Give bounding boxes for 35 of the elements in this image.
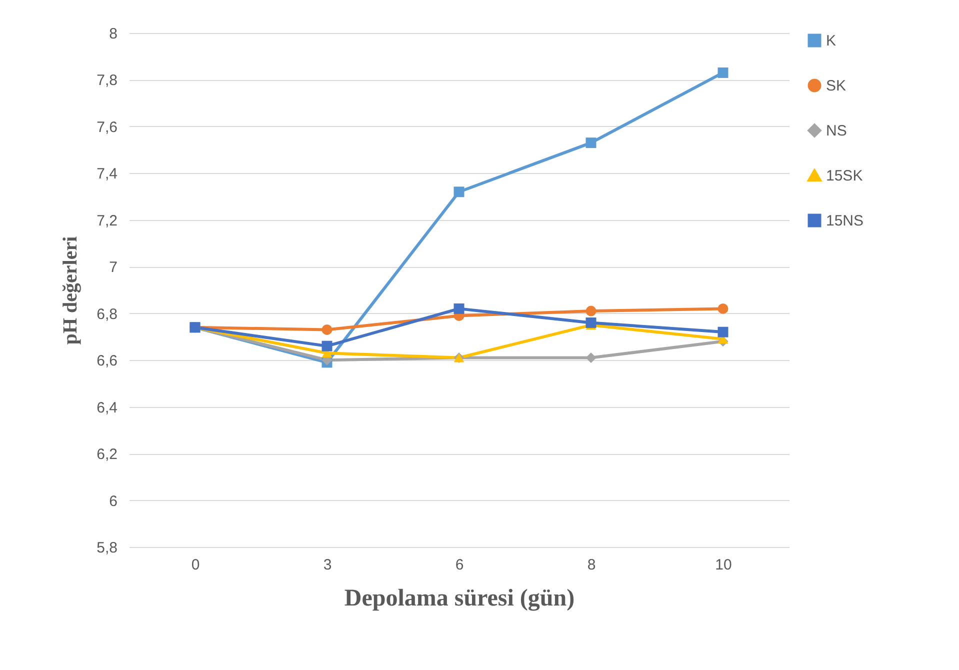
legend-label: SK	[826, 78, 846, 94]
y-tick-label: 7,4	[96, 166, 118, 183]
y-tick-label: 5,8	[96, 540, 118, 556]
x-axis-title: Depolama süresi (gün)	[344, 586, 575, 612]
point	[586, 138, 596, 148]
legend-label: 15NS	[826, 212, 864, 230]
point	[322, 324, 332, 335]
y-tick-label: 7,2	[96, 212, 118, 230]
point	[718, 67, 728, 78]
y-tick-label: 7	[109, 259, 118, 276]
point	[454, 303, 464, 314]
point	[586, 306, 596, 316]
point	[718, 326, 728, 338]
x-tick-label: 6	[455, 556, 464, 574]
y-axis-title: pH değerleri	[60, 236, 82, 345]
legend-label: NS	[826, 122, 847, 140]
y-tick-label: 7,8	[96, 72, 118, 90]
y-tick-label: 6	[109, 492, 118, 510]
y-tick-label: 6,6	[96, 352, 118, 370]
y-tick-label: 7,6	[96, 118, 118, 136]
legend-label: K	[826, 32, 836, 50]
y-tick-label: 6,8	[96, 306, 118, 323]
y-tick-label: 6,2	[96, 446, 118, 464]
point	[718, 303, 728, 314]
point	[322, 340, 332, 352]
point	[454, 186, 464, 198]
x-tick-label: 3	[323, 556, 332, 574]
x-tick-label: 10	[715, 556, 732, 574]
y-tick-label: 8	[109, 26, 118, 42]
x-tick-label: 0	[191, 556, 200, 574]
legend-label: 15SK	[826, 168, 863, 184]
point	[586, 317, 596, 328]
point	[586, 352, 596, 363]
x-tick-label: 8	[587, 556, 596, 574]
y-tick-label: 6,4	[96, 399, 118, 416]
